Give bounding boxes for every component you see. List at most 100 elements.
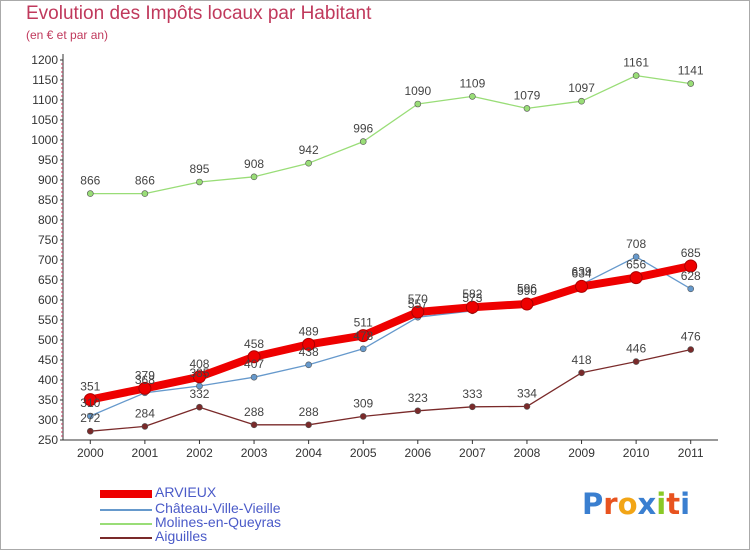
data-point-molines-en-queyras <box>469 93 476 100</box>
data-label-chateau-ville-vieille: 478 <box>353 329 373 343</box>
data-point-molines-en-queyras <box>86 190 94 197</box>
x-tick-label: 2011 <box>678 446 704 460</box>
data-point-arvieux <box>411 305 425 319</box>
data-label-aiguilles: 334 <box>517 386 537 400</box>
data-point-aiguilles <box>250 421 258 429</box>
data-point-molines-en-queyras <box>414 100 422 108</box>
data-label-molines-en-queyras: 942 <box>299 143 319 157</box>
logo-letter: o <box>617 487 638 521</box>
y-tick-label: 250 <box>38 433 58 447</box>
data-label-chateau-ville-vieille: 385 <box>189 366 209 380</box>
data-point-molines-en-queyras <box>196 178 203 186</box>
data-label-chateau-ville-vieille: 639 <box>572 264 592 278</box>
data-label-molines-en-queyras: 1161 <box>623 56 649 70</box>
data-label-molines-en-queyras: 1141 <box>678 64 704 78</box>
y-tick-label: 400 <box>38 373 58 387</box>
legend-swatch-molines-en-queyras <box>100 523 152 525</box>
data-label-aiguilles: 288 <box>244 405 264 419</box>
data-point-arvieux <box>83 393 97 407</box>
data-point-aiguilles <box>305 421 312 429</box>
data-point-aiguilles <box>687 346 695 353</box>
y-tick-label: 1000 <box>31 133 58 147</box>
data-point-chateau-ville-vieille <box>687 285 695 293</box>
legend-swatch-chateau-ville-vieille <box>100 509 152 511</box>
data-point-aiguilles <box>578 369 585 377</box>
chart-axes: 250 300 350 400 450 500 550 600 650 700 750 800 850 9… <box>31 53 718 460</box>
x-tick-label: 2003 <box>241 446 268 460</box>
proxiti-logo: Proxiti <box>582 487 690 521</box>
data-point-arvieux <box>520 297 534 311</box>
data-point-molines-en-queyras <box>687 80 695 87</box>
series-layer <box>83 72 698 435</box>
logo-letter: P <box>582 487 604 521</box>
logo-letter: i <box>680 487 691 521</box>
data-point-chateau-ville-vieille <box>86 412 94 420</box>
y-tick-label: 550 <box>38 313 58 327</box>
data-label-arvieux: 351 <box>80 380 100 394</box>
series-line-aiguilles <box>89 348 692 432</box>
y-tick-label: 500 <box>38 333 58 347</box>
y-tick-label: 850 <box>38 193 58 207</box>
data-label-arvieux: 582 <box>462 287 482 301</box>
data-label-aiguilles: 418 <box>572 353 592 367</box>
x-tick-label: 2005 <box>350 446 377 460</box>
data-point-arvieux <box>247 350 261 364</box>
x-tick-label: 2004 <box>295 446 322 460</box>
data-point-molines-en-queyras <box>359 138 367 145</box>
logo-letter: i <box>656 487 667 521</box>
chart-title: Evolution des Impôts locaux par Habitant <box>26 3 372 24</box>
data-point-chateau-ville-vieille <box>250 373 258 381</box>
data-point-aiguilles <box>86 427 94 435</box>
legend-swatch-arvieux <box>100 490 152 498</box>
data-label-chateau-ville-vieille: 368 <box>135 373 155 387</box>
data-label-aiguilles: 476 <box>681 330 701 344</box>
y-tick-label: 450 <box>38 353 58 367</box>
x-tick-label: 2010 <box>623 446 650 460</box>
data-point-aiguilles <box>414 407 422 415</box>
data-label-arvieux: 511 <box>354 316 373 330</box>
data-label-aiguilles: 288 <box>299 405 319 419</box>
x-tick-label: 2001 <box>132 446 159 460</box>
data-label-molines-en-queyras: 895 <box>189 162 209 176</box>
x-tick-label: 2007 <box>459 446 486 460</box>
data-label-arvieux: 634 <box>572 266 592 280</box>
data-point-molines-en-queyras <box>141 190 149 197</box>
data-point-aiguilles <box>523 403 531 410</box>
series-line-chateau-ville-vieille <box>89 256 692 417</box>
data-point-aiguilles <box>632 358 640 365</box>
data-labels-layer: 866 866 895 908 942 996 1090 1109 1079 1097 1161 11… <box>80 56 704 426</box>
data-label-arvieux: 656 <box>626 258 646 272</box>
data-label-arvieux: 685 <box>681 246 701 260</box>
data-label-arvieux: 379 <box>135 368 155 382</box>
data-point-arvieux <box>356 329 370 343</box>
series-line-arvieux <box>86 262 695 404</box>
data-point-arvieux <box>302 337 316 351</box>
data-label-chateau-ville-vieille: 573 <box>462 291 482 305</box>
y-tick-label: 800 <box>38 213 58 227</box>
logo-letter: x <box>637 487 657 521</box>
data-point-aiguilles <box>141 423 149 430</box>
data-label-arvieux: 570 <box>408 292 428 306</box>
data-label-molines-en-queyras: 866 <box>80 174 100 188</box>
data-label-aiguilles: 309 <box>353 396 373 410</box>
data-label-molines-en-queyras: 1109 <box>459 76 485 90</box>
data-label-chateau-ville-vieille: 557 <box>408 297 428 311</box>
data-label-aiguilles: 323 <box>408 391 428 405</box>
legend-label-arvieux: ARVIEUX <box>155 484 217 500</box>
y-tick-label: 350 <box>38 393 58 407</box>
data-point-chateau-ville-vieille <box>359 345 367 353</box>
y-tick-label: 1200 <box>31 53 58 67</box>
data-point-molines-en-queyras <box>523 105 531 112</box>
y-tick-label: 950 <box>38 153 58 167</box>
data-point-arvieux <box>138 381 152 395</box>
data-label-molines-en-queyras: 908 <box>244 157 264 171</box>
data-label-chateau-ville-vieille: 708 <box>626 237 646 251</box>
data-point-molines-en-queyras <box>250 173 258 181</box>
legend-label-aiguilles: Aiguilles <box>155 528 208 544</box>
data-point-aiguilles <box>359 413 367 420</box>
y-tick-label: 1100 <box>32 93 58 107</box>
data-point-molines-en-queyras <box>305 159 312 167</box>
data-label-molines-en-queyras: 1090 <box>404 84 431 98</box>
